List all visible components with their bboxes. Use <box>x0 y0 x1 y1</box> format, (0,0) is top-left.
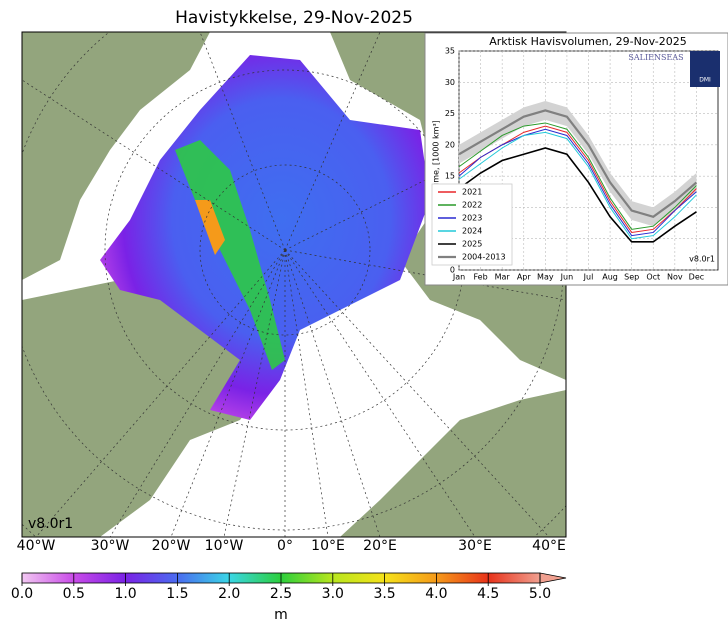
land-canada <box>22 32 210 280</box>
x-tick-label: Mar <box>495 273 511 282</box>
lon-label: 40°W <box>17 538 56 554</box>
logo-badge-bg <box>690 51 720 87</box>
map-version: v8.0r1 <box>28 516 73 532</box>
legend-label: 2022 <box>462 201 482 210</box>
lon-label: 0° <box>277 538 293 554</box>
map-title: Havistykkelse, 29-Nov-2025 <box>175 8 413 28</box>
lon-label: 30°E <box>458 538 492 554</box>
y-tick-label: 20 <box>445 140 455 149</box>
x-tick-label: May <box>537 273 554 282</box>
series-line <box>458 128 697 237</box>
y-axis-label: Volume, [1000 km³] <box>432 120 441 200</box>
colorbar-tick-label: 1.0 <box>114 586 136 602</box>
series-line <box>458 147 697 243</box>
y-tick-label: 30 <box>445 78 455 87</box>
y-tick-label: 35 <box>445 47 455 56</box>
lon-label: 40°E <box>532 538 566 554</box>
lon-label: 20°E <box>363 538 397 554</box>
sea-ice <box>100 55 430 420</box>
x-tick-label: Sep <box>624 273 639 282</box>
x-tick-label: Nov <box>667 273 683 282</box>
x-tick-label: Dec <box>689 273 704 282</box>
series-line <box>458 109 698 219</box>
inset-version: v8.0r1 <box>689 255 715 264</box>
x-tick-label: Jun <box>560 273 574 282</box>
lon-label: 20°W <box>152 538 191 554</box>
x-tick-label: Feb <box>473 273 487 282</box>
legend-label: 2004-2013 <box>462 253 506 262</box>
colorbar-tick-label: 2.0 <box>218 586 240 602</box>
land-greenland <box>22 280 270 537</box>
y-tick-label: 0 <box>450 266 455 275</box>
legend-box <box>431 183 513 266</box>
colorbar-tick-label: 4.0 <box>425 586 447 602</box>
y-tick-label: 25 <box>445 109 455 118</box>
thick-ice <box>175 140 285 370</box>
colorbar: 0.0 0.5 1.0 1.5 2.0 2.5 3.0 3.5 4.0 4.5 5.0 <box>11 572 567 602</box>
lon-labels: 40°W 30°W 20°W 10°W 0° 10°E 20°E 30°E 40°E <box>17 538 566 554</box>
legend-label: 2023 <box>462 214 482 223</box>
x-tick-label: Jan <box>452 273 465 282</box>
logo-text: SALIENSEAS <box>628 53 683 62</box>
colorbar-extend <box>539 572 567 584</box>
colorbar-tick-label: 5.0 <box>529 586 551 602</box>
colorbar-tick-label: 3.0 <box>322 586 344 602</box>
colorbar-tick-label: 2.5 <box>270 586 292 602</box>
legend-label: 2025 <box>462 240 482 249</box>
lon-label: 30°W <box>91 538 130 554</box>
colorbar-tick-label: 1.5 <box>166 586 188 602</box>
lon-label: 10°W <box>205 538 244 554</box>
colorbar-tick-label: 4.5 <box>477 586 499 602</box>
x-tick-label: Apr <box>517 273 532 282</box>
colorbar-tick-label: 0.5 <box>63 586 85 602</box>
range-band <box>459 101 697 227</box>
x-tick-label: Jul <box>583 273 594 282</box>
legend-label: 2024 <box>462 227 482 236</box>
thickest-ice <box>195 200 225 255</box>
inset-title: Arktisk Havisvolumen, 29-Nov-2025 <box>489 35 687 48</box>
x-tick-label: Aug <box>602 273 618 282</box>
land-scandinavia <box>340 390 566 537</box>
colorbar-unit: m <box>274 607 288 623</box>
lon-label: 10°E <box>311 538 345 554</box>
colorbar-tick-label: 0.0 <box>11 586 33 602</box>
series-line <box>458 122 697 230</box>
y-tick-label: 15 <box>445 172 455 181</box>
series-line <box>458 131 697 240</box>
legend-label: 2021 <box>462 188 482 197</box>
logo-badge: DMI <box>699 77 711 84</box>
inset-chart: Arktisk Havisvolumen, 29-Nov-2025 Volume… <box>424 32 728 286</box>
x-tick-label: Oct <box>646 273 660 282</box>
colorbar-tick-label: 3.5 <box>373 586 395 602</box>
